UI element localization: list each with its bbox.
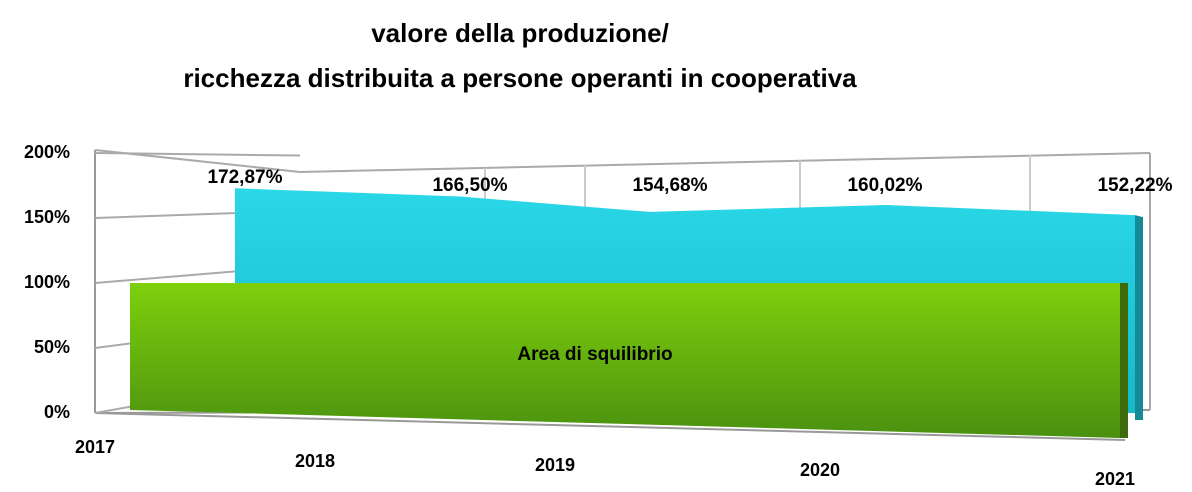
chart-subtitle: ricchezza distribuita a persone operanti…	[183, 63, 857, 93]
back-top	[299, 152, 1151, 173]
data-label: 160,02%	[847, 175, 922, 196]
y-tick-label: 0%	[44, 402, 70, 422]
x-tick-label: 2017	[75, 437, 115, 457]
data-label: 154,68%	[632, 175, 707, 196]
area-side	[1120, 283, 1128, 438]
y-tick-label: 150%	[24, 207, 70, 227]
data-label: 166,50%	[432, 175, 507, 196]
area-side	[1135, 215, 1143, 420]
y-tick-label: 50%	[34, 337, 70, 357]
floor-front	[94, 412, 1126, 441]
data-label: 152,22%	[1097, 175, 1172, 196]
x-tick-label: 2018	[295, 451, 335, 471]
x-tick-label: 2020	[800, 460, 840, 480]
data-label: 172,87%	[207, 167, 282, 188]
y-tick-label: 200%	[24, 142, 70, 162]
x-tick-label: 2021	[1095, 469, 1135, 489]
y-tick-label: 100%	[24, 272, 70, 292]
chart-title: valore della produzione/	[371, 18, 669, 48]
back-top	[94, 149, 301, 173]
x-tick-label: 2019	[535, 455, 575, 475]
area	[130, 283, 1120, 438]
series-label: Area di squilibrio	[517, 344, 672, 365]
